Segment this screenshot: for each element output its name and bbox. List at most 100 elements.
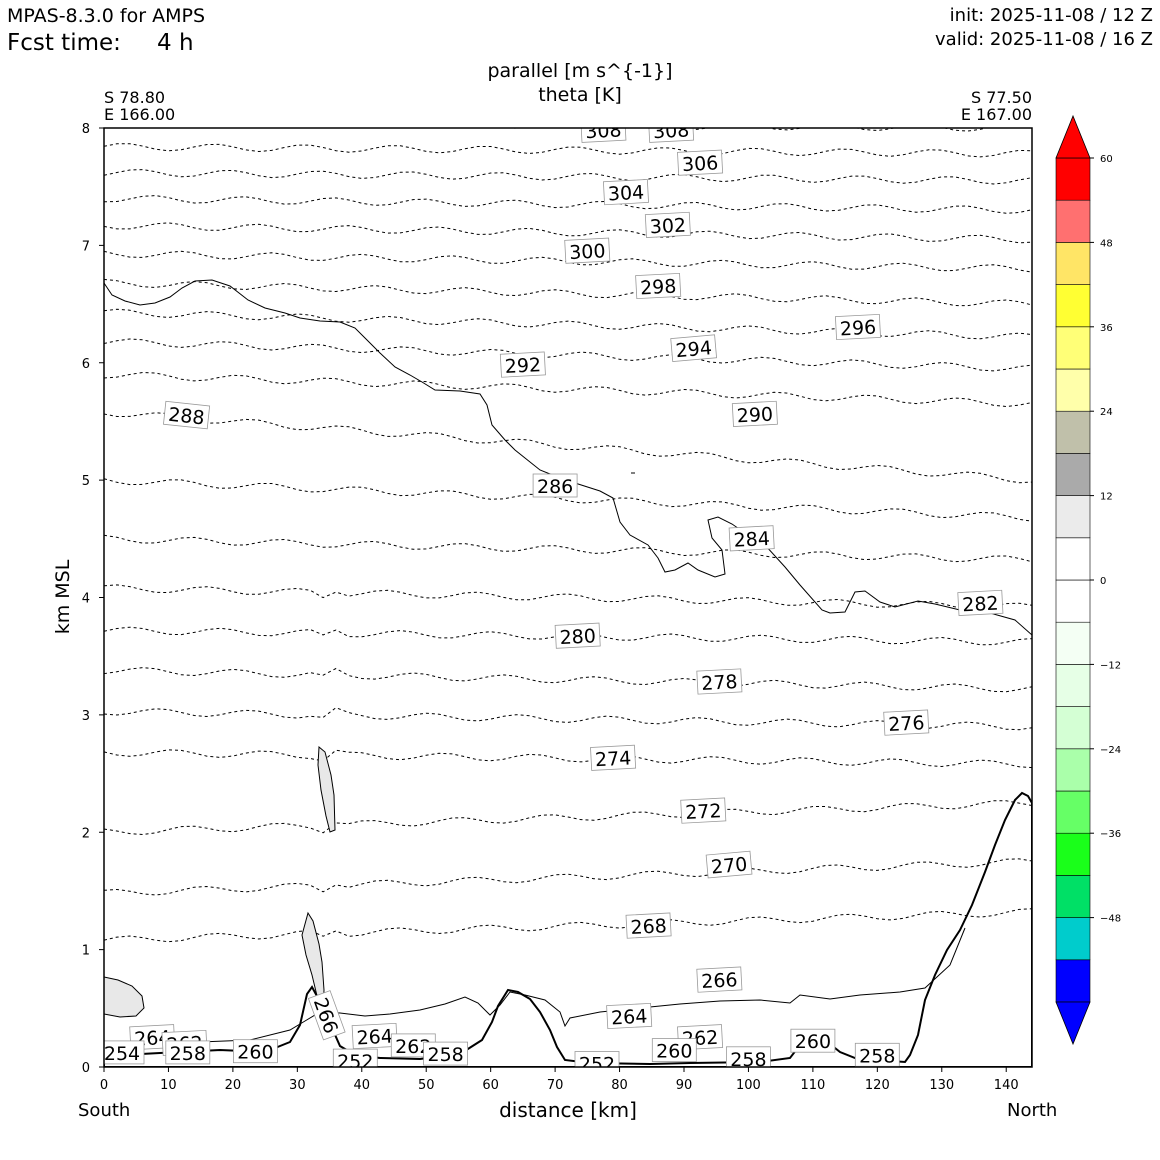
svg-text:282: 282	[962, 592, 999, 616]
svg-text:286: 286	[537, 476, 573, 498]
x-tick-label: 130	[929, 1078, 954, 1093]
theta-label-260: 260	[232, 1039, 278, 1064]
theta-label-252: 252	[574, 1051, 620, 1067]
theta-label-282: 282	[957, 589, 1004, 616]
wind-patch-left	[104, 976, 145, 1018]
theta-line-294	[104, 308, 1032, 340]
colorbar-tick-label: 36	[1100, 323, 1113, 334]
south-label: South	[78, 1100, 131, 1121]
svg-text:304: 304	[607, 182, 644, 206]
theta-label-292: 292	[499, 351, 546, 378]
colorbar-tick-label: 60	[1100, 154, 1113, 165]
theta-label-266: 266	[696, 966, 743, 993]
right-endpoint-lon: E 167.00	[960, 105, 1032, 124]
theta-label-306: 306	[677, 149, 724, 176]
theta-label-264: 264	[606, 1002, 653, 1030]
wind-contour-low	[104, 927, 966, 1046]
x-tick-label: 70	[547, 1078, 564, 1093]
svg-text:260: 260	[237, 1042, 273, 1064]
theta-label-258: 258	[854, 1042, 900, 1067]
wind-patch-column	[317, 745, 336, 833]
terrain-surface	[104, 791, 1032, 1067]
colorbar-bin	[1055, 790, 1091, 834]
forecast-time-value: 4 h	[157, 30, 194, 56]
theta-line-272	[104, 800, 1032, 836]
colorbar-tick-label: 0	[1100, 576, 1106, 587]
theta-label-260: 260	[790, 1028, 836, 1053]
theta-line-300	[104, 222, 1032, 244]
colorbar-tick-label: 24	[1100, 407, 1113, 418]
colorbar-tick-label: 48	[1100, 238, 1113, 249]
svg-text:260: 260	[656, 1041, 692, 1063]
y-tick-label: 4	[82, 592, 90, 607]
theta-line-268	[104, 908, 1032, 943]
theta-label-296: 296	[834, 313, 881, 340]
theta-label-264: 264	[351, 1022, 398, 1049]
right-endpoint-lat: S 77.50	[970, 88, 1032, 107]
init-time: init: 2025-11-08 / 12 Z	[949, 5, 1153, 26]
svg-text:260: 260	[795, 1031, 831, 1053]
theta-label-298: 298	[635, 272, 682, 299]
svg-text:292: 292	[504, 354, 541, 378]
theta-label-308: 308	[648, 119, 695, 143]
svg-text:268: 268	[630, 915, 667, 939]
left-endpoint-lat: S 78.80	[104, 88, 166, 107]
theta-label-288: 288	[163, 400, 211, 429]
y-tick-label: 2	[82, 826, 90, 841]
colorbar-tick-label: −12	[1100, 660, 1121, 671]
svg-text:264: 264	[611, 1006, 648, 1030]
theta-line-302	[104, 195, 1032, 214]
theta-label-278: 278	[696, 668, 743, 695]
theta-label-254: 254	[104, 1040, 145, 1065]
theta-label-266: 266	[307, 990, 346, 1041]
theta-line-306	[104, 143, 1032, 158]
svg-text:308: 308	[585, 119, 622, 143]
x-tick-label: 10	[160, 1078, 177, 1093]
y-tick-label: 5	[82, 474, 90, 489]
colorbar-over-arrow	[1055, 114, 1091, 159]
theta-line-304	[104, 169, 1032, 185]
y-tick-label: 8	[82, 122, 90, 137]
svg-text:308: 308	[652, 119, 689, 143]
theta-label-302: 302	[644, 211, 691, 238]
theta-label-284: 284	[728, 525, 775, 552]
theta-line-280	[104, 626, 1032, 646]
theta-line-284	[104, 534, 1032, 563]
svg-text:258: 258	[859, 1045, 895, 1067]
theta-line-278	[104, 667, 1032, 693]
colorbar-tick-label: −36	[1100, 829, 1121, 840]
left-endpoint-lon: E 166.00	[104, 105, 176, 124]
chart-title-theta: theta [K]	[538, 84, 622, 106]
colorbar: 60 48 36 24 12 0 −12 −24 −36 −48	[1055, 114, 1121, 1046]
theta-label-290: 290	[731, 400, 778, 427]
theta-line-286	[104, 478, 1032, 522]
svg-text:274: 274	[594, 747, 631, 771]
theta-label-268: 268	[625, 912, 672, 939]
y-tick-label: 1	[82, 944, 90, 959]
theta-line-270	[104, 858, 1032, 896]
svg-text:258: 258	[427, 1044, 463, 1066]
north-label: North	[1007, 1100, 1058, 1121]
svg-text:302: 302	[649, 214, 686, 238]
plot-frame	[103, 127, 1033, 1068]
colorbar-bin	[1055, 157, 1091, 201]
theta-label-270: 270	[705, 850, 753, 879]
x-tick-label: 50	[418, 1078, 435, 1093]
y-tick-label: 6	[82, 357, 90, 372]
theta-line-288	[104, 412, 1032, 484]
colorbar-under-arrow	[1055, 1001, 1091, 1046]
colorbar-bin	[1055, 875, 1091, 918]
theta-label-258: 258	[165, 1040, 211, 1065]
theta-line-274	[104, 749, 1032, 769]
colorbar-tick-label: −24	[1100, 745, 1121, 756]
theta-label-294: 294	[670, 334, 718, 362]
svg-text:272: 272	[685, 800, 722, 824]
x-tick-label: 100	[736, 1078, 761, 1093]
theta-line-276	[104, 707, 1032, 731]
colorbar-bin	[1055, 326, 1091, 370]
theta-label-258: 258	[423, 1041, 469, 1066]
colorbar-bin	[1055, 959, 1091, 1003]
theta-label-276: 276	[883, 709, 930, 736]
theta-line-292	[104, 338, 1032, 372]
svg-text:276: 276	[888, 712, 925, 736]
